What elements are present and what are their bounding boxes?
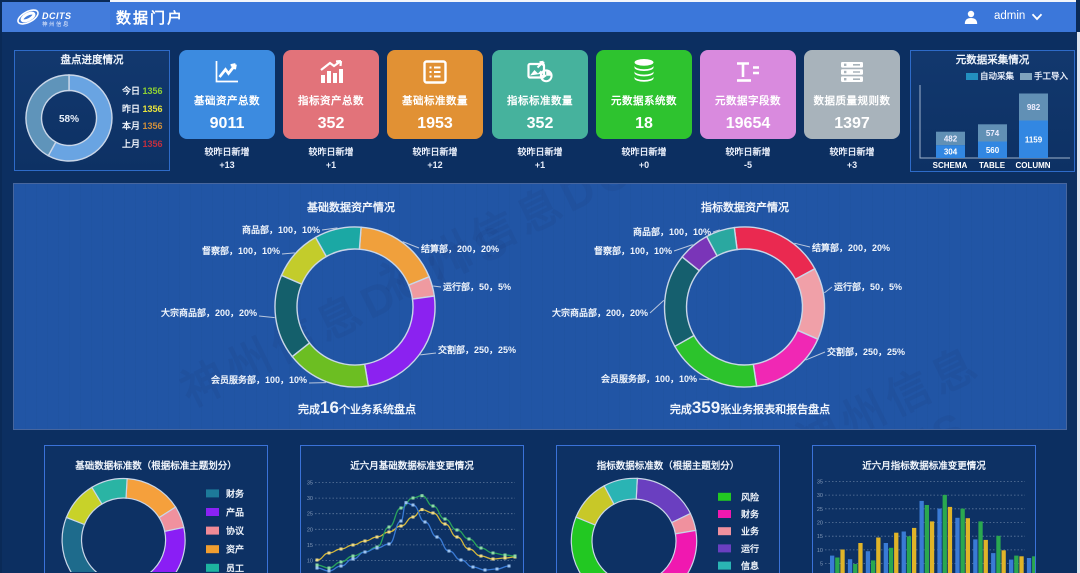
svg-text:482: 482	[944, 134, 958, 143]
svg-text:大宗商品部，200，20%: 大宗商品部，200，20%	[552, 307, 648, 318]
svg-text:商品部，100，10%: 商品部，100，10%	[242, 224, 320, 235]
svg-text:25: 25	[817, 507, 823, 513]
svg-text:运行部，50，5%: 运行部，50，5%	[443, 281, 511, 292]
svg-text:交割部，250，25%: 交割部，250，25%	[438, 344, 516, 355]
svg-text:运行部，50，5%: 运行部，50，5%	[834, 281, 902, 292]
svg-text:304: 304	[944, 148, 958, 157]
svg-text:35: 35	[817, 479, 823, 485]
svg-text:15: 15	[307, 543, 313, 549]
svg-text:督察部，100，10%: 督察部，100，10%	[202, 245, 280, 256]
svg-text:结算部，200，20%: 结算部，200，20%	[812, 242, 890, 253]
svg-text:30: 30	[307, 496, 313, 502]
svg-text:资产: 资产	[226, 544, 244, 555]
svg-text:982: 982	[1027, 103, 1041, 112]
svg-text:交割部，250，25%: 交割部，250，25%	[827, 346, 905, 357]
svg-text:5: 5	[820, 562, 823, 568]
svg-text:大宗商品部，200，20%: 大宗商品部，200，20%	[161, 307, 257, 318]
svg-text:58%: 58%	[59, 114, 79, 125]
svg-text:COLUMN: COLUMN	[1015, 161, 1050, 170]
svg-text:结算部，200，20%: 结算部，200，20%	[421, 243, 499, 254]
svg-text:商品部，100，10%: 商品部，100，10%	[633, 226, 711, 237]
svg-text:风险: 风险	[741, 491, 760, 502]
svg-text:财务: 财务	[225, 488, 245, 499]
svg-text:会员服务部，100，10%: 会员服务部，100，10%	[211, 374, 307, 385]
svg-text:SCHEMA: SCHEMA	[933, 161, 968, 170]
svg-text:20: 20	[817, 521, 823, 527]
svg-text:1159: 1159	[1025, 135, 1043, 144]
svg-text:运行: 运行	[741, 543, 759, 554]
svg-text:产品: 产品	[226, 507, 244, 518]
svg-text:574: 574	[986, 129, 1000, 138]
svg-text:财务: 财务	[740, 509, 760, 520]
svg-text:完成16个业务系统盘点: 完成16个业务系统盘点	[298, 398, 416, 417]
svg-text:业务: 业务	[741, 526, 760, 537]
svg-text:员工: 员工	[226, 563, 244, 573]
svg-text:25: 25	[307, 512, 313, 518]
svg-text:10: 10	[307, 559, 313, 565]
svg-text:督察部，100，10%: 督察部，100，10%	[594, 245, 672, 256]
svg-text:35: 35	[307, 481, 313, 487]
svg-text:20: 20	[307, 527, 313, 533]
svg-text:TABLE: TABLE	[979, 161, 1006, 170]
svg-text:信息: 信息	[741, 560, 759, 571]
svg-text:完成359张业务报表和报告盘点: 完成359张业务报表和报告盘点	[670, 398, 830, 417]
svg-text:15: 15	[817, 534, 823, 540]
svg-text:30: 30	[817, 493, 823, 499]
svg-text:10: 10	[817, 548, 823, 554]
svg-text:会员服务部，100，10%: 会员服务部，100，10%	[601, 373, 697, 384]
svg-text:协议: 协议	[226, 525, 245, 536]
svg-text:560: 560	[986, 146, 1000, 155]
